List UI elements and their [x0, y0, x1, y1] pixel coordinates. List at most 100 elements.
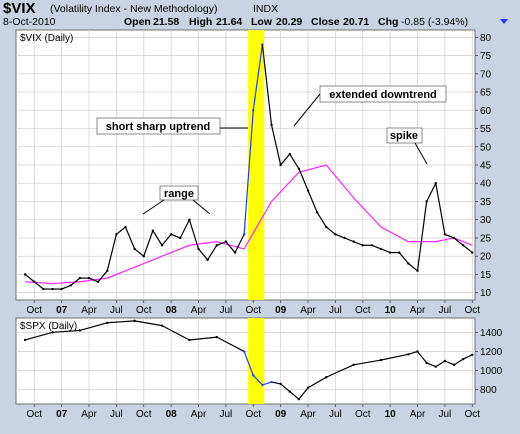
data-point [151, 229, 155, 232]
x-tick-label: 08 [166, 409, 178, 420]
series-segment [444, 233, 455, 239]
data-point [388, 251, 392, 254]
close-value: 20.71 [343, 16, 369, 28]
symbol-title: $VIX [3, 0, 36, 17]
data-point [106, 269, 109, 273]
data-point [160, 244, 164, 247]
vix-moving-average-line [25, 164, 473, 285]
vix-price-line [24, 44, 473, 290]
y-tick-label: 25 [480, 233, 492, 244]
x-tick-label: Apr [81, 305, 97, 316]
x-tick-label: Oct [355, 305, 371, 316]
vix-y-axis: 10 15 20 25 30 35 40 45 50 55 60 65 70 75 80 [475, 33, 492, 299]
series-segment [298, 387, 309, 400]
y-tick-label: 1000 [480, 366, 503, 377]
series-segment [280, 383, 291, 393]
series-segment [234, 234, 245, 253]
data-point [288, 390, 291, 393]
series-segment [106, 234, 117, 271]
x-tick-label: Oct [355, 409, 371, 420]
series-segment [243, 110, 254, 235]
series-segment [380, 248, 391, 254]
series-segment [326, 364, 354, 378]
x-tick-label: 09 [275, 305, 287, 316]
data-point [306, 386, 310, 389]
data-point [78, 276, 82, 280]
data-point [434, 365, 437, 368]
x-tick-label: Oct [26, 409, 42, 420]
series-segment [124, 226, 136, 250]
data-point [425, 361, 428, 365]
y-tick-label: 10 [480, 288, 492, 299]
data-point [242, 350, 246, 353]
close-label: Close [311, 16, 340, 28]
series-segment [189, 336, 217, 341]
series-segment [170, 233, 181, 239]
spx-grid [16, 318, 475, 404]
y-tick-label: 50 [480, 142, 492, 153]
dropdown-triangle-icon[interactable] [500, 19, 508, 24]
spx-y-axis: 800 1000 1200 1400 [475, 328, 503, 396]
x-tick-label: Oct [245, 409, 261, 420]
data-point [434, 182, 437, 185]
annotation-extended-downtrend: extended downtrend [293, 85, 447, 127]
data-point [160, 324, 164, 327]
series-segment [298, 168, 309, 191]
annotation-range-text: range [164, 188, 194, 200]
chg-value: -0.85 (-3.94%) [401, 16, 468, 28]
data-point [51, 331, 54, 334]
data-point [261, 43, 264, 46]
y-tick-label: 70 [480, 69, 492, 80]
series-segment [271, 381, 281, 385]
y-tick-label: 40 [480, 179, 492, 190]
series-segment [243, 351, 254, 376]
series-segment [426, 182, 437, 202]
x-tick-label: 10 [385, 305, 397, 316]
series-segment [116, 226, 126, 235]
series-segment [24, 331, 53, 341]
y-tick-label: 65 [480, 88, 492, 99]
x-tick-label: Jul [329, 305, 342, 316]
x-tick-label: Oct [26, 305, 42, 316]
data-point [23, 273, 27, 276]
series-segment [444, 360, 455, 366]
series-segment [179, 219, 190, 239]
data-point [443, 233, 447, 236]
series-segment [344, 237, 354, 243]
y-tick-label: 800 [480, 385, 497, 396]
vix-legend: $VIX (Daily) [20, 33, 73, 44]
annotation-short-sharp-uptrend: short sharp uptrend [96, 117, 248, 135]
vix-x-axis: Oct 07 Apr Jul Oct 08 Apr Jul Oct 09 Apr Jul Oct 10 Ap… [26, 300, 480, 316]
spx-price-line [24, 320, 473, 400]
x-tick-label: Apr [410, 409, 426, 420]
series-segment [316, 212, 327, 228]
data-point [325, 376, 328, 379]
data-point [334, 233, 337, 236]
data-point [461, 244, 465, 247]
data-point [416, 269, 419, 273]
data-point [42, 287, 45, 291]
data-point [215, 244, 218, 247]
data-point [252, 374, 255, 377]
x-tick-label: Oct [136, 305, 152, 316]
vix-highlight-band [248, 30, 265, 300]
series-segment [435, 360, 446, 368]
x-tick-label: Oct [136, 409, 152, 420]
data-point [33, 280, 36, 283]
x-tick-label: Jul [438, 409, 451, 420]
data-point [224, 240, 228, 243]
data-point [115, 233, 118, 236]
spx-legend: $SPX (Daily) [20, 321, 77, 332]
data-point [252, 109, 255, 112]
y-tick-label: 15 [480, 270, 492, 281]
low-label: Low [251, 16, 273, 28]
data-point [60, 287, 63, 291]
data-point [179, 236, 182, 240]
series-segment [416, 201, 428, 271]
series-segment [143, 230, 154, 257]
x-tick-label: 07 [56, 305, 68, 316]
data-point [233, 251, 237, 254]
series-segment [161, 325, 190, 341]
x-tick-label: Jul [329, 409, 342, 420]
